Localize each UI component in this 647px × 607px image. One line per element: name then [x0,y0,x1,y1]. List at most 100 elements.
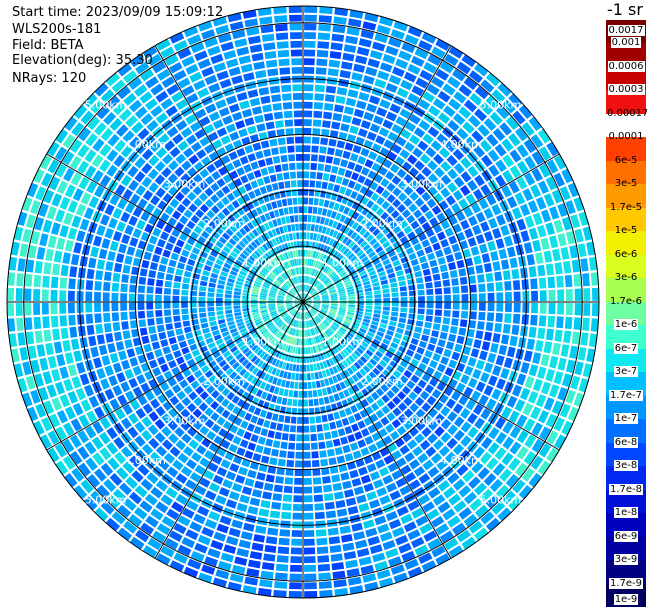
range-gate [267,323,275,330]
range-gate [215,258,224,266]
range-gate [203,469,215,481]
range-gate [522,402,534,416]
range-gate [274,340,281,348]
range-gate [186,402,197,413]
range-gate [454,251,463,261]
range-gate [414,368,424,378]
range-gate [350,231,358,240]
range-gate [140,211,151,222]
range-gate [131,121,144,134]
range-gate [305,312,308,320]
range-gate [375,363,384,372]
range-gate [175,239,185,248]
range-gate [271,501,282,510]
range-gate [479,102,494,116]
range-gate [295,250,299,258]
range-gate [134,171,146,183]
range-gate [304,32,317,40]
range-gate [200,275,209,282]
range-gate [295,267,299,275]
range-gate [395,58,409,70]
range-gate [291,278,296,285]
range-gate [354,164,363,173]
range-gate [185,63,199,75]
colorbar-tick-label: 0.0003 [607,84,645,96]
range-gate [425,146,437,158]
range-gate [22,228,32,243]
range-gate [140,68,155,82]
range-gate [169,198,180,209]
range-gate [252,313,260,318]
range-gate [281,397,288,406]
range-gate [166,126,179,138]
range-gate [565,230,576,245]
range-gate [225,432,235,442]
range-gate [315,271,321,278]
range-gate [403,197,413,208]
range-gate [96,259,106,270]
range-gate [141,162,153,175]
range-gate [241,359,249,367]
range-gate [451,390,461,401]
range-gate [366,463,377,473]
range-gate [24,288,32,301]
range-gate [303,390,308,398]
range-gate [347,219,355,228]
range-gate [427,186,438,197]
range-gate [279,254,285,262]
range-gate [70,338,80,350]
range-gate [375,185,385,195]
range-gate [87,473,101,488]
range-gate [509,425,522,439]
range-gate [192,185,203,196]
range-gate [137,127,150,140]
range-gate [296,320,299,328]
range-gate [360,324,368,331]
range-gate [257,259,265,266]
range-gate [343,369,351,378]
range-gate [164,316,172,324]
range-gate [303,293,307,301]
range-gate [77,430,90,444]
range-gate [234,556,248,566]
range-gate [241,330,249,337]
range-gate [52,263,61,276]
range-gate [345,35,359,45]
range-gate [325,340,332,348]
range-gate [303,258,306,266]
range-gate [348,302,356,305]
range-gate [267,230,274,239]
range-gate [99,416,111,430]
range-gate [260,340,267,348]
range-gate [186,500,199,512]
range-gate [254,318,262,324]
range-gate [272,440,281,449]
range-gate [459,319,468,328]
range-gate [117,63,133,77]
range-gate [124,224,134,236]
range-gate [277,458,286,467]
range-gate [362,519,375,529]
range-gate [407,231,416,240]
range-gate [422,459,434,471]
range-gate [149,333,158,342]
range-gate [232,159,242,169]
range-gate [367,536,381,546]
range-gate [304,299,312,302]
range-gate [278,537,290,546]
range-gate [281,433,289,441]
range-gate [163,452,176,464]
range-gate [444,302,451,310]
range-gate [427,466,440,478]
range-gate [325,281,333,287]
range-gate [289,337,294,345]
range-gate [172,302,180,309]
range-gate [26,259,35,273]
range-gate [264,383,271,392]
range-gate [441,271,450,280]
range-gate [467,357,477,367]
range-gate [191,247,201,255]
range-gate [351,478,362,487]
range-gate [327,284,334,290]
azimuth-spoke [302,45,452,303]
